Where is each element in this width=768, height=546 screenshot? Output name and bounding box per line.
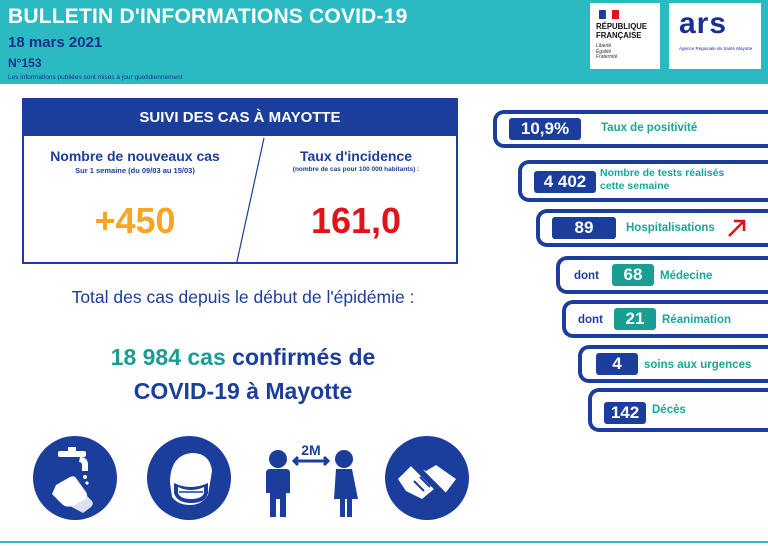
stat-hospitalisations-label: Hospitalisations	[626, 222, 715, 234]
panel-divider	[236, 137, 265, 262]
distancing-icon: 2M	[266, 442, 358, 517]
stat-positivity-label: Taux de positivité	[601, 122, 698, 134]
stat-hospitalisations: 89 Hospitalisations	[536, 209, 768, 247]
new-cases-value: +450	[94, 200, 176, 241]
update-note: Les informations publiées sont mises à j…	[8, 74, 183, 81]
total-count: 18 984 cas	[110, 344, 226, 370]
marianne-icon	[599, 10, 619, 19]
total-intro: Total des cas depuis le début de l'épidé…	[71, 287, 415, 307]
trend-up-arrow-icon	[728, 219, 746, 237]
ars-logo-text: ars	[679, 7, 728, 40]
stat-deces: 142 Décès	[588, 388, 768, 432]
stat-medecine-label: Médecine	[660, 270, 713, 282]
republique-francaise-logo: RÉPUBLIQUE FRANÇAISE Liberté Égalité Fra…	[590, 3, 660, 69]
stat-tests-label: Nombre de tests réalisés cette semaine	[600, 167, 725, 192]
stat-reanimation-value: 21	[614, 308, 656, 330]
stat-tests-value: 4 402	[534, 171, 596, 193]
rf-logo-motto: Liberté Égalité Fraternité	[596, 43, 618, 60]
suivi-cas-panel: SUIVI DES CAS À MAYOTTE Nombre de nouvea…	[22, 98, 458, 264]
new-cases-label: Nombre de nouveaux cas	[50, 148, 220, 164]
stat-reanimation-label: Réanimation	[662, 314, 732, 326]
incidence-value: 161,0	[310, 200, 402, 241]
no-handshake-icon	[385, 436, 469, 520]
stat-urgences: 4 soins aux urgences	[578, 345, 768, 383]
stat-deces-value: 142	[604, 402, 646, 424]
stat-reanimation: dont 21 Réanimation	[562, 300, 768, 338]
stat-hospitalisations-value: 89	[552, 217, 616, 239]
ars-logo-sub: Agence Régionale de Santé Mayotte	[679, 46, 753, 51]
suivi-heading: SUIVI DES CAS À MAYOTTE	[24, 100, 456, 136]
issue-number: N°153	[8, 56, 42, 70]
stat-positivity: 10,9% Taux de positivité	[493, 110, 768, 148]
total-confirmed-b: COVID-19 à Mayotte	[133, 378, 353, 404]
hand-washing-icon	[33, 436, 117, 520]
stat-urgences-value: 4	[596, 353, 638, 375]
rf-logo-text: RÉPUBLIQUE FRANÇAISE	[596, 22, 648, 40]
incidence-label: Taux d'incidence	[300, 148, 412, 164]
total-confirmed: 18 984 cas confirmés de COVID-19 à Mayot…	[40, 340, 446, 408]
stat-medecine: dont 68 Médecine	[556, 256, 768, 294]
incidence-sub: (nombre de cas pour 100 000 habitants) :	[292, 166, 420, 173]
bulletin-date: 18 mars 2021	[8, 34, 103, 51]
page-title: BULLETIN D'INFORMATIONS COVID-19	[8, 5, 408, 28]
stat-positivity-value: 10,9%	[509, 118, 581, 140]
mask-icon	[147, 436, 231, 520]
bottom-rule	[0, 541, 768, 543]
stat-tests: 4 402 Nombre de tests réalisés cette sem…	[518, 160, 768, 202]
stat-deces-label: Décès	[652, 404, 686, 416]
stat-medecine-prefix: dont	[574, 270, 599, 282]
stat-medecine-value: 68	[612, 264, 654, 286]
stat-reanimation-prefix: dont	[578, 314, 603, 326]
new-cases-sub: Sur 1 semaine (du 09/03 au 15/03)	[75, 166, 195, 175]
distance-label: 2M	[301, 442, 320, 458]
stat-urgences-label: soins aux urgences	[644, 359, 752, 371]
ars-logo: ars Agence Régionale de Santé Mayotte	[669, 3, 761, 69]
total-confirmed-a: confirmés de	[232, 344, 376, 370]
